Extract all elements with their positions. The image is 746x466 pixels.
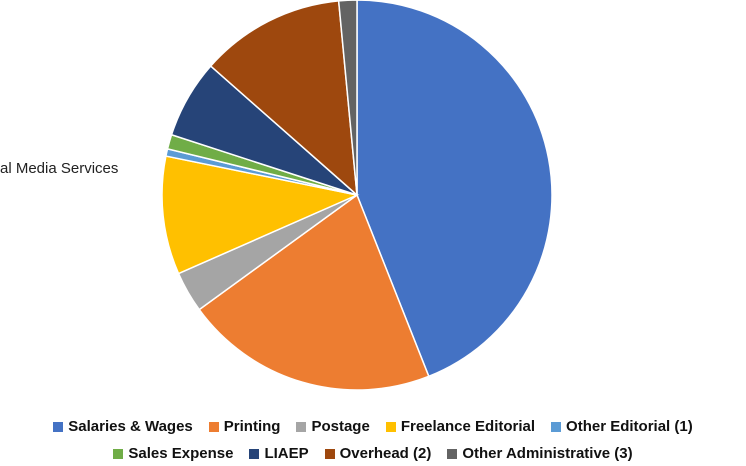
legend-item-8: Other Administrative (3): [447, 445, 633, 462]
legend-item-7: Overhead (2): [324, 445, 432, 462]
legend-swatch-4: [551, 421, 562, 432]
legend-label-3: Freelance Editorial: [400, 418, 536, 435]
legend-row-1: Salaries & Wages Printing Postage Freelance…: [0, 418, 746, 435]
legend-label-4: Other Editorial (1): [566, 418, 693, 435]
legend-label-8: Other Administrative (3): [462, 445, 633, 462]
legend-item-2: Postage: [296, 418, 370, 435]
legend-label-1: Printing: [223, 418, 281, 435]
legend-label-0: Salaries & Wages: [68, 418, 193, 435]
legend-row-2: Sales Expense LIAEP Overhead (2) Other Admi…: [0, 445, 746, 462]
legend-item-6: LIAEP: [249, 445, 309, 462]
pie-slice-1: [198, 193, 430, 390]
legend-swatch-7: [324, 448, 335, 459]
pie-slice-7: [209, 0, 358, 197]
slice-callout-label: al Media Services: [0, 160, 119, 177]
legend-swatch-6: [249, 448, 260, 459]
legend-item-3: Freelance Editorial: [385, 418, 536, 435]
legend-label-6: LIAEP: [264, 445, 309, 462]
legend-swatch-8: [447, 448, 458, 459]
legend-label-7: Overhead (2): [339, 445, 432, 462]
legend-item-1: Printing: [208, 418, 281, 435]
legend-label-2: Postage: [311, 418, 370, 435]
pie-chart: [161, 0, 553, 390]
legend-swatch-1: [208, 421, 219, 432]
legend-swatch-2: [296, 421, 307, 432]
legend-item-4: Other Editorial (1): [551, 418, 693, 435]
legend-swatch-5: [113, 448, 124, 459]
legend-label-5: Sales Expense: [128, 445, 234, 462]
legend-item-0: Salaries & Wages: [53, 418, 193, 435]
legend-item-5: Sales Expense: [113, 445, 233, 462]
legend-swatch-3: [385, 421, 396, 432]
pie-slice-8: [337, 0, 358, 196]
pie-slice-0: [356, 0, 553, 378]
legend-swatch-0: [53, 421, 64, 432]
